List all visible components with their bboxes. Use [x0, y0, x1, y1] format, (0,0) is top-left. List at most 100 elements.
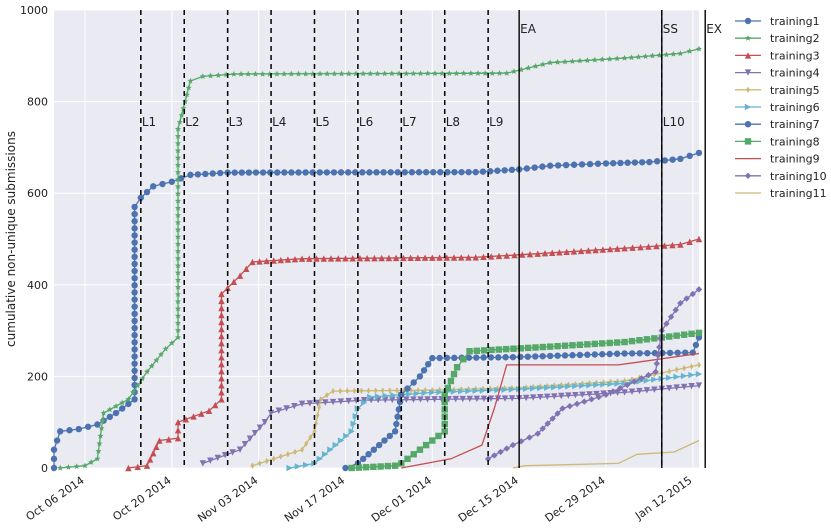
marker-label-ex: EX: [706, 22, 722, 36]
point-marker: [537, 393, 544, 401]
point-marker: [578, 161, 586, 168]
point-marker: [198, 410, 205, 417]
point-marker: [465, 254, 472, 261]
point-marker: [392, 254, 400, 262]
point-marker: [424, 396, 431, 403]
point-marker: [444, 168, 451, 176]
point-marker: [682, 364, 687, 372]
point-marker: [286, 464, 293, 472]
point-marker: [403, 70, 410, 77]
point-marker: [473, 395, 481, 403]
point-marker: [661, 242, 668, 249]
marker-label-l2: L2: [185, 115, 199, 129]
marker-label-l6: L6: [359, 115, 373, 129]
point-marker: [421, 254, 429, 261]
point-marker: [429, 254, 436, 261]
point-marker: [212, 401, 219, 409]
point-marker: [342, 255, 349, 262]
point-marker: [408, 169, 416, 176]
point-marker: [695, 382, 703, 389]
point-marker: [73, 463, 80, 470]
point-marker: [243, 265, 250, 272]
point-marker: [366, 387, 371, 394]
point-marker: [194, 171, 202, 178]
point-marker: [465, 387, 472, 395]
point-marker: [473, 354, 480, 361]
point-marker: [285, 451, 290, 458]
point-marker: [450, 388, 458, 395]
point-marker: [257, 460, 262, 467]
point-marker: [131, 210, 138, 218]
point-marker: [345, 70, 352, 77]
point-marker: [435, 432, 442, 440]
point-marker: [451, 168, 458, 176]
point-marker: [680, 383, 688, 391]
legend-item-training4: training4: [735, 67, 820, 80]
point-marker: [653, 360, 661, 367]
point-marker: [630, 376, 634, 383]
point-marker: [218, 396, 225, 403]
point-marker: [295, 169, 302, 176]
point-marker: [544, 420, 551, 427]
point-marker: [588, 396, 595, 403]
point-marker: [413, 390, 421, 397]
point-marker: [452, 395, 459, 403]
point-marker: [374, 393, 382, 400]
point-marker: [288, 169, 295, 176]
point-marker: [551, 384, 558, 391]
point-marker: [549, 415, 556, 422]
point-marker: [178, 112, 185, 118]
point-marker: [532, 353, 539, 360]
point-marker: [398, 391, 405, 398]
point-marker: [424, 360, 432, 368]
point-marker: [606, 350, 613, 358]
point-marker: [559, 405, 566, 412]
point-marker: [131, 367, 138, 375]
point-marker: [637, 243, 644, 251]
point-marker: [558, 392, 565, 400]
point-marker: [491, 452, 498, 459]
point-marker: [522, 385, 530, 393]
point-marker: [106, 413, 114, 421]
point-marker: [683, 295, 690, 302]
point-marker: [288, 70, 295, 77]
point-marker: [602, 160, 610, 167]
point-marker: [631, 378, 638, 385]
legend-item-training10: training10: [735, 170, 827, 183]
point-marker: [337, 169, 345, 176]
point-marker: [453, 364, 461, 371]
point-marker: [256, 258, 263, 265]
point-marker: [330, 169, 338, 176]
point-marker: [569, 352, 576, 359]
point-marker: [674, 349, 681, 356]
point-marker: [345, 397, 352, 405]
point-marker: [437, 168, 444, 176]
point-marker: [174, 133, 182, 139]
legend-item-training5: training5: [735, 84, 820, 97]
legend: training1 training2 training3 training4 trai…: [735, 15, 827, 200]
point-marker: [653, 242, 660, 250]
point-marker: [621, 54, 628, 61]
point-marker: [643, 387, 651, 394]
point-marker: [320, 255, 327, 262]
point-marker: [218, 297, 225, 305]
point-marker: [385, 254, 393, 262]
point-marker: [371, 254, 378, 262]
y-axis-title: cumulative non-unique submissions: [4, 131, 18, 347]
point-marker: [593, 390, 600, 398]
point-marker: [367, 393, 374, 401]
point-marker: [599, 56, 606, 63]
point-marker: [131, 360, 138, 367]
point-marker: [488, 253, 495, 260]
point-marker: [441, 391, 448, 398]
point-marker: [508, 395, 516, 402]
legend-item-training1: training1: [735, 15, 820, 28]
point-marker: [636, 337, 643, 344]
point-marker: [283, 405, 290, 412]
point-marker: [458, 388, 465, 395]
point-marker: [199, 73, 206, 79]
point-marker: [302, 169, 309, 176]
point-marker: [134, 463, 141, 471]
point-marker: [57, 428, 64, 435]
point-marker: [472, 168, 479, 176]
